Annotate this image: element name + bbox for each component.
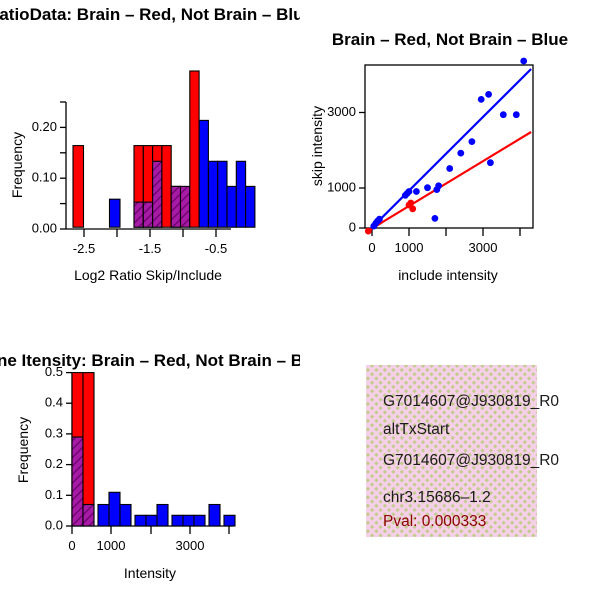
svg-text:include intensity: include intensity [398,267,498,283]
svg-text:1000: 1000 [97,538,126,553]
svg-text:G7014607@J930819_R0: G7014607@J930819_R0 [383,393,559,410]
svg-text:skip intensity: skip intensity [309,106,325,186]
svg-text:1000: 1000 [327,180,356,195]
svg-text:Brain – Red, Not Brain – Blue: Brain – Red, Not Brain – Blue [332,30,568,49]
svg-text:Frequency: Frequency [9,132,25,198]
svg-text:3000: 3000 [327,104,356,119]
svg-text:0.3: 0.3 [45,425,63,440]
svg-text:-1.5: -1.5 [139,241,161,256]
svg-text:-2.5: -2.5 [73,241,95,256]
svg-text:altTxStart: altTxStart [383,421,450,438]
svg-text:3000: 3000 [176,538,205,553]
svg-text:0.0: 0.0 [45,518,63,533]
svg-text:0: 0 [68,538,75,553]
svg-text:0.10: 0.10 [32,170,57,185]
svg-text:0: 0 [368,240,375,255]
svg-text:G7014607@J930819_R0: G7014607@J930819_R0 [383,452,559,469]
svg-text:RatioData: Brain – Red, Not Br: RatioData: Brain – Red, Not Brain – Blue [0,5,300,24]
svg-text:-0.5: -0.5 [205,241,227,256]
svg-text:0.1: 0.1 [45,487,63,502]
svg-text:1000: 1000 [395,240,424,255]
svg-text:Pval: 0.000333: Pval: 0.000333 [383,513,486,530]
svg-text:Intensity: Intensity [124,565,176,581]
svg-text:0: 0 [349,220,356,235]
svg-text:0.00: 0.00 [32,221,57,236]
svg-text:0.4: 0.4 [45,395,63,410]
svg-text:0.5: 0.5 [45,364,63,379]
svg-text:Frequency: Frequency [15,417,31,483]
svg-text:3000: 3000 [469,240,498,255]
svg-text:chr3.15686–1.2: chr3.15686–1.2 [383,489,491,506]
svg-text:0.2: 0.2 [45,456,63,471]
svg-text:0.20: 0.20 [32,119,57,134]
svg-text:Log2 Ratio Skip/Include: Log2 Ratio Skip/Include [74,267,222,283]
